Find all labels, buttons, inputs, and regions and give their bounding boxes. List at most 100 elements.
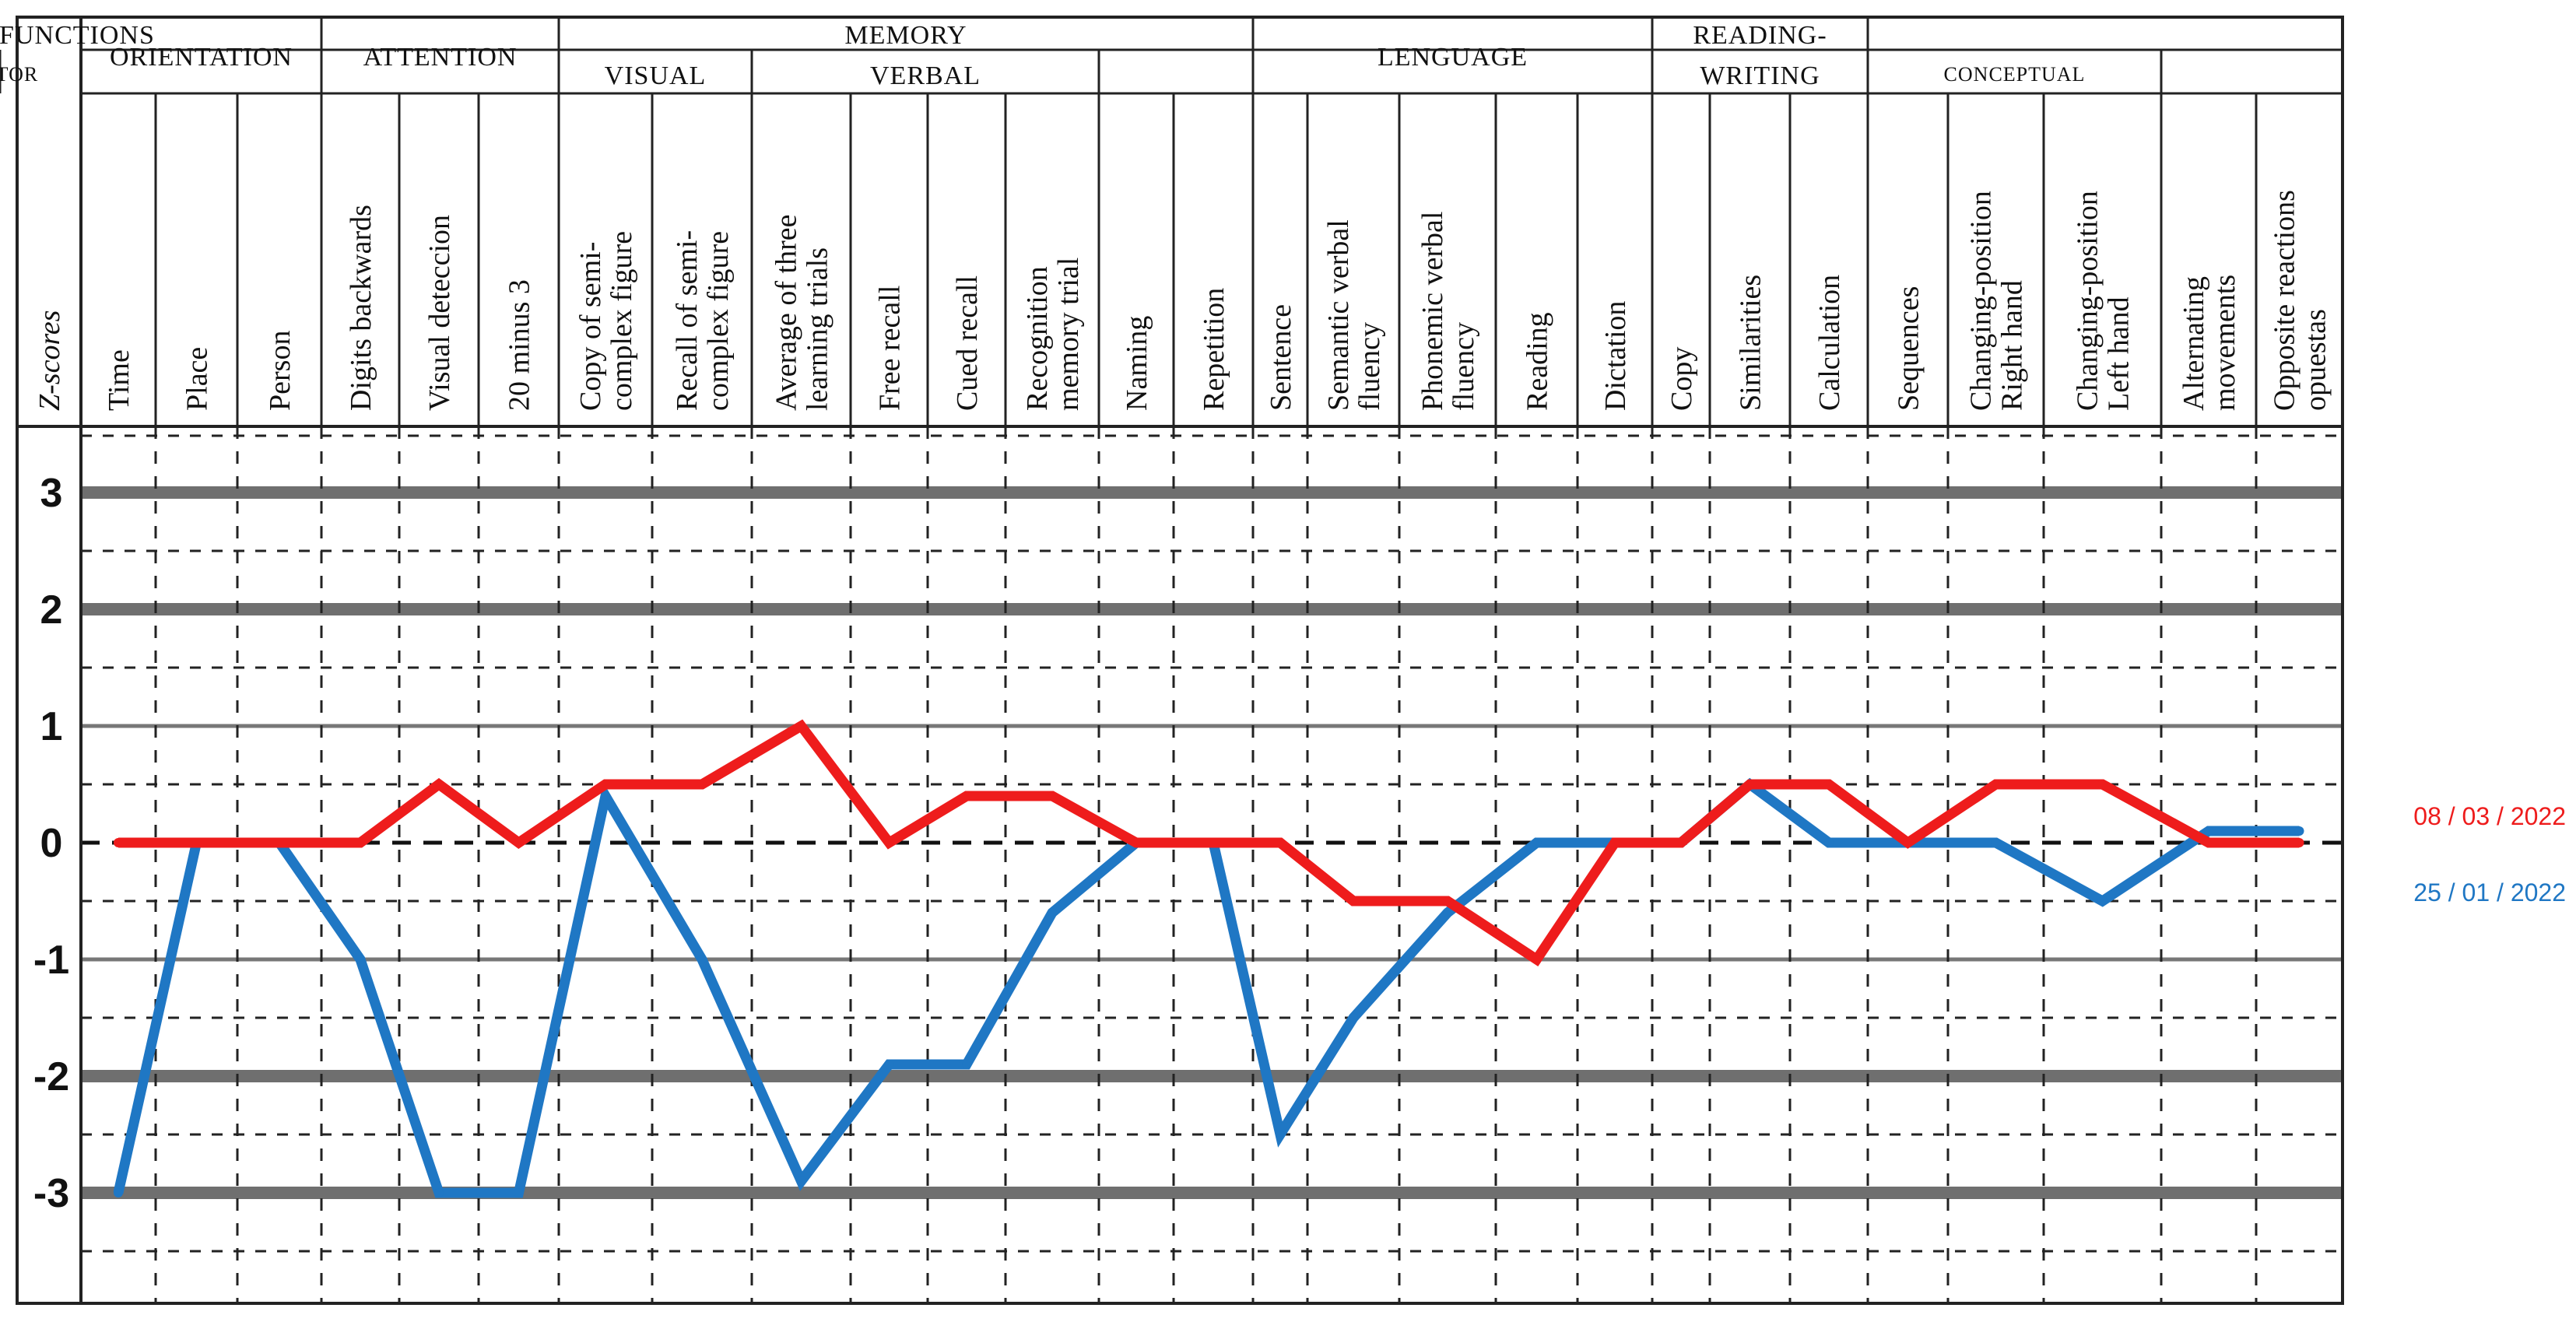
y-tick-label: -3 xyxy=(33,1171,69,1216)
data-point xyxy=(884,838,894,847)
test-label-line2: Right hand xyxy=(1996,280,2029,411)
legend-entry: 08 / 03 / 2022 xyxy=(2413,802,2566,830)
test-label-line2: complex figure xyxy=(605,231,638,411)
test-label-line2: fluency xyxy=(1448,322,1480,411)
test-label-line1: Opposite reactions xyxy=(2269,190,2301,411)
test-label: Digits backwards xyxy=(345,205,377,411)
data-point xyxy=(697,780,707,789)
data-point xyxy=(1676,838,1686,847)
legend-entry: 25 / 01 / 2022 xyxy=(2413,878,2566,906)
data-point xyxy=(434,1188,444,1198)
series-lines xyxy=(113,719,2304,1198)
data-point xyxy=(434,780,444,789)
group-label-line2: WRITING xyxy=(1700,61,1820,90)
outer-frame xyxy=(16,16,2344,1305)
test-label-line1: Changing-position xyxy=(1965,191,1998,411)
test-label: 20 minus 3 xyxy=(504,279,536,411)
group-label: MEMORY xyxy=(844,21,967,50)
test-label-line2: learning trials xyxy=(802,247,834,411)
legend: 25 / 01 / 2022 08 / 03 / 2022 xyxy=(2413,802,2566,906)
data-point xyxy=(1991,838,2001,847)
data-point xyxy=(1745,780,1755,789)
test-label: Visual deteccion xyxy=(423,215,456,411)
test-label: Sentence xyxy=(1265,304,1297,411)
test-label: Time xyxy=(103,349,135,411)
data-point xyxy=(356,955,365,964)
test-label: Changing-positionLeft hand xyxy=(2072,191,2136,411)
y-tick-label: 1 xyxy=(40,704,63,749)
test-label: Alternatingmovements xyxy=(2178,275,2241,411)
test-label: Repetition xyxy=(1198,288,1230,411)
y-axis-label: Z-scores xyxy=(33,310,66,411)
test-label: Reading xyxy=(1521,312,1554,411)
data-point xyxy=(884,1060,894,1069)
test-label-line2: Left hand xyxy=(2103,296,2136,411)
column-dividers xyxy=(154,426,2258,1303)
data-point xyxy=(1276,1130,1285,1139)
data-point xyxy=(1443,896,1452,906)
data-point xyxy=(514,838,524,847)
test-label: Place xyxy=(181,347,214,411)
data-point xyxy=(796,1176,806,1186)
data-point xyxy=(1903,838,1913,847)
data-point xyxy=(1276,838,1285,847)
test-label-line1: Recall of semi- xyxy=(671,230,704,411)
data-point xyxy=(514,1188,524,1198)
test-label: Dictation xyxy=(1599,301,1632,411)
data-point xyxy=(601,791,610,801)
test-label: Copy of semi-complex figure xyxy=(574,231,638,411)
test-label: Cued recall xyxy=(951,275,984,411)
test-label-line2: memory trial xyxy=(1052,258,1085,411)
test-label: Recognitionmemory trial xyxy=(1021,258,1085,411)
data-point xyxy=(1443,908,1452,917)
group-label: ATTENTION xyxy=(363,43,518,72)
subgroup-label: CONCEPTUAL xyxy=(1944,63,2086,86)
y-tick-label: 0 xyxy=(40,821,63,866)
test-label: Opposite reactionsopuestas xyxy=(2269,190,2332,411)
data-point xyxy=(2097,780,2107,789)
y-tick-label: 2 xyxy=(40,587,63,633)
y-tick-label: -2 xyxy=(33,1054,69,1099)
test-label-line1: Phonemic verbal xyxy=(1416,212,1449,411)
group-label: READING- xyxy=(1693,21,1827,50)
test-label: Free recall xyxy=(874,286,907,411)
test-label: Naming xyxy=(1121,316,1153,411)
data-point xyxy=(1048,791,1057,801)
test-label-line1: Recognition xyxy=(1021,266,1054,411)
data-point xyxy=(697,955,707,964)
test-label: Copy xyxy=(1665,347,1698,411)
data-point xyxy=(356,838,365,847)
test-label: Changing-positionRight hand xyxy=(1965,191,2029,411)
header-area: ORIENTATION ATTENTION MEMORY LENGUAGE READIN… xyxy=(0,16,2344,1305)
y-axis: Z-scores 3 2 1 0 -1 -2 -3 xyxy=(33,310,69,1216)
data-point xyxy=(2294,826,2304,836)
data-point xyxy=(114,1188,123,1198)
subgroup-label: MOTOR xyxy=(0,63,38,86)
data-point xyxy=(1610,838,1620,847)
group-label: EJECUTIVE FUNCTIONS xyxy=(0,21,155,50)
subgroup-label: VERBAL xyxy=(870,61,981,90)
data-point xyxy=(1532,955,1542,964)
test-label: Similarities xyxy=(1735,275,1767,411)
y-tick-label: 3 xyxy=(40,471,63,516)
data-point xyxy=(1349,896,1358,906)
data-point xyxy=(275,838,284,847)
test-label-line2: fluency xyxy=(1353,322,1386,411)
subgroup-label: VISUAL xyxy=(605,61,707,90)
data-point xyxy=(1048,908,1057,917)
test-label-line2: complex figure xyxy=(702,231,735,411)
data-point xyxy=(962,791,971,801)
test-label: Recall of semi-complex figure xyxy=(671,230,735,411)
test-label: Person xyxy=(264,331,297,411)
test-label: Phonemic verbalfluency xyxy=(1416,212,1480,411)
group-label: LENGUAGE xyxy=(1377,43,1528,72)
data-point xyxy=(191,838,202,847)
test-label-line1: Changing-position xyxy=(2072,191,2104,411)
data-point xyxy=(962,1060,971,1069)
test-label-line2: opuestas xyxy=(2300,309,2332,411)
test-label-line1: Copy of semi- xyxy=(574,242,607,411)
test-label: Sequences xyxy=(1893,286,1925,411)
data-point xyxy=(2204,826,2213,836)
test-label: Semantic verbalfluency xyxy=(1322,219,1386,411)
